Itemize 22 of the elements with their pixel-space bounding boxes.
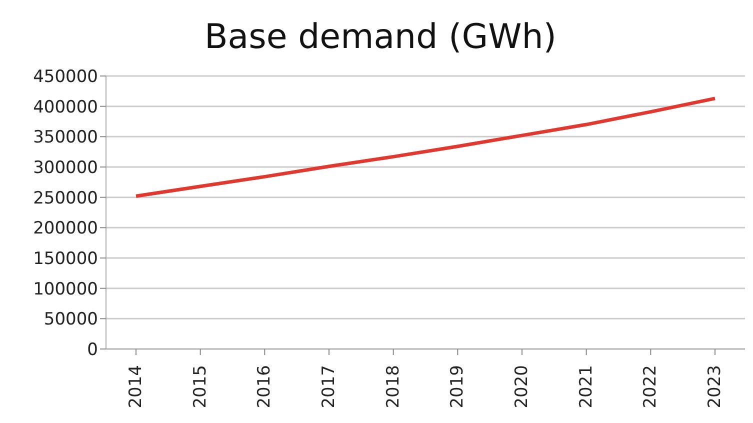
x-tick-label: 2023 [705, 365, 725, 408]
x-tick-label: 2021 [576, 365, 596, 408]
y-tick-label: 0 [87, 340, 98, 360]
line-series [134, 96, 717, 198]
x-tick-label: 2017 [319, 365, 339, 408]
chart-title: Base demand (GWh) [203, 16, 558, 59]
x-tick-label: 2014 [126, 365, 146, 408]
x-tick-label: 2018 [383, 365, 404, 408]
x-tick-label: 2022 [640, 365, 661, 408]
x-tick-label: 2015 [190, 365, 210, 408]
y-tick-label: 100000 [33, 279, 98, 300]
y-tick-label: 50000 [44, 310, 98, 330]
y-tick-label: 250000 [33, 188, 98, 208]
x-tick-label: 2019 [448, 365, 468, 408]
x-tick-label: 2016 [254, 365, 275, 408]
y-tick-label: 350000 [33, 128, 98, 148]
y-tick-label: 450000 [33, 67, 98, 88]
y-tick-label: 200000 [33, 218, 98, 239]
x-tick-label: 2020 [512, 365, 532, 408]
y-tick-label: 400000 [33, 97, 98, 118]
y-tick-label: 300000 [33, 158, 98, 178]
y-tick-label: 150000 [33, 249, 98, 270]
